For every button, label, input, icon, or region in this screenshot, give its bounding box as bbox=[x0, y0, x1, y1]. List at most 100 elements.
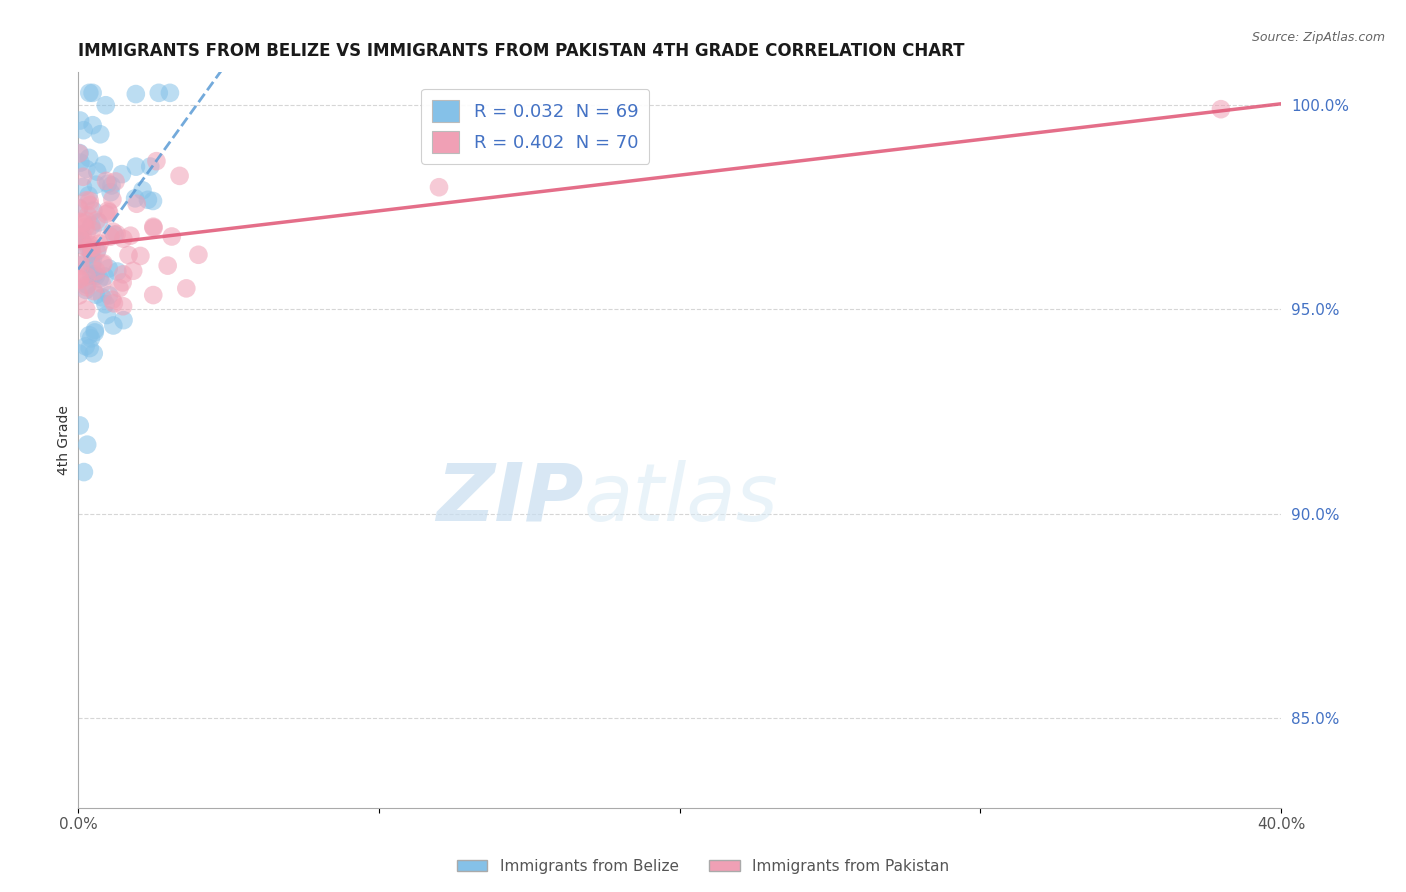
Point bbox=[97, 177, 120, 191]
Point bbox=[105, 227, 128, 241]
Point bbox=[112, 299, 135, 313]
Point bbox=[79, 198, 101, 212]
Point bbox=[82, 246, 104, 260]
Point bbox=[84, 178, 107, 192]
Point bbox=[187, 248, 209, 262]
Point bbox=[103, 227, 125, 242]
Point bbox=[101, 225, 124, 239]
Point bbox=[136, 193, 159, 207]
Point bbox=[70, 234, 93, 248]
Point bbox=[98, 229, 121, 244]
Point bbox=[67, 146, 90, 161]
Point bbox=[79, 86, 101, 100]
Point bbox=[69, 273, 91, 287]
Point bbox=[94, 98, 117, 112]
Point bbox=[79, 194, 101, 208]
Point bbox=[112, 313, 135, 327]
Point bbox=[83, 323, 105, 337]
Point bbox=[91, 290, 114, 304]
Point bbox=[94, 297, 117, 311]
Point bbox=[69, 255, 91, 269]
Point bbox=[159, 86, 181, 100]
Point bbox=[77, 188, 100, 202]
Point bbox=[72, 229, 94, 244]
Point bbox=[91, 257, 114, 271]
Point bbox=[70, 233, 93, 247]
Point bbox=[83, 284, 105, 298]
Point bbox=[86, 164, 108, 178]
Point bbox=[77, 209, 100, 223]
Point bbox=[72, 216, 94, 230]
Point bbox=[93, 158, 115, 172]
Point bbox=[82, 86, 104, 100]
Point bbox=[69, 418, 91, 433]
Point bbox=[104, 174, 127, 188]
Point bbox=[98, 205, 121, 219]
Point bbox=[75, 302, 97, 317]
Point bbox=[125, 87, 148, 101]
Point bbox=[117, 248, 139, 262]
Point bbox=[97, 261, 120, 276]
Point bbox=[142, 220, 165, 235]
Point bbox=[73, 257, 96, 271]
Legend: R = 0.032  N = 69, R = 0.402  N = 70: R = 0.032 N = 69, R = 0.402 N = 70 bbox=[422, 89, 650, 163]
Point bbox=[87, 215, 110, 229]
Point bbox=[76, 277, 98, 292]
Point bbox=[80, 245, 103, 260]
Text: atlas: atlas bbox=[583, 460, 778, 538]
Point bbox=[176, 281, 198, 295]
Point bbox=[69, 113, 91, 128]
Point bbox=[101, 293, 124, 307]
Point bbox=[97, 203, 120, 218]
Point bbox=[77, 242, 100, 256]
Point bbox=[83, 268, 105, 282]
Point bbox=[124, 191, 146, 205]
Point bbox=[83, 326, 105, 340]
Point bbox=[69, 271, 91, 285]
Point bbox=[76, 280, 98, 294]
Point bbox=[96, 207, 118, 221]
Point bbox=[80, 331, 103, 345]
Point bbox=[80, 241, 103, 255]
Point bbox=[76, 269, 98, 284]
Point bbox=[69, 227, 91, 242]
Y-axis label: 4th Grade: 4th Grade bbox=[58, 405, 72, 475]
Point bbox=[77, 151, 100, 165]
Point bbox=[125, 196, 148, 211]
Point bbox=[75, 161, 97, 176]
Point bbox=[112, 232, 135, 246]
Point bbox=[82, 253, 104, 268]
Point bbox=[111, 167, 134, 181]
Point bbox=[80, 258, 103, 272]
Point bbox=[76, 214, 98, 228]
Text: IMMIGRANTS FROM BELIZE VS IMMIGRANTS FROM PAKISTAN 4TH GRADE CORRELATION CHART: IMMIGRANTS FROM BELIZE VS IMMIGRANTS FRO… bbox=[79, 42, 965, 60]
Point bbox=[72, 123, 94, 137]
Point bbox=[129, 249, 152, 263]
Point bbox=[76, 437, 98, 451]
Legend: Immigrants from Belize, Immigrants from Pakistan: Immigrants from Belize, Immigrants from … bbox=[451, 853, 955, 880]
Point bbox=[96, 308, 118, 322]
Text: ZIP: ZIP bbox=[436, 460, 583, 538]
Point bbox=[156, 259, 179, 273]
Point bbox=[79, 341, 101, 355]
Point bbox=[83, 346, 105, 360]
Point bbox=[72, 180, 94, 194]
Point bbox=[76, 194, 98, 208]
Point bbox=[77, 328, 100, 343]
Point bbox=[80, 219, 103, 233]
Point bbox=[112, 268, 135, 282]
Point bbox=[82, 118, 104, 132]
Point bbox=[75, 283, 97, 297]
Point bbox=[98, 288, 121, 302]
Point bbox=[67, 346, 90, 360]
Point bbox=[76, 225, 98, 239]
Point bbox=[89, 236, 111, 251]
Point bbox=[122, 264, 145, 278]
Point bbox=[67, 288, 90, 302]
Point bbox=[73, 465, 96, 479]
Point bbox=[82, 203, 104, 218]
Point bbox=[103, 296, 125, 310]
Point bbox=[91, 277, 114, 291]
Point bbox=[145, 154, 167, 169]
Point bbox=[82, 223, 104, 237]
